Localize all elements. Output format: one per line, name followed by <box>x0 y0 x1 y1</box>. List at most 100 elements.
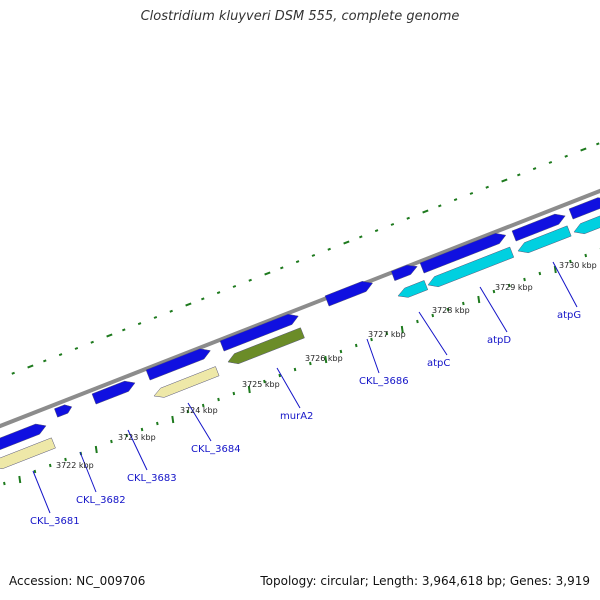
scale-tick <box>201 297 205 301</box>
gene-arrow <box>397 280 429 298</box>
kbp-label: 3723 kbp <box>118 433 156 442</box>
accession-text: Accession: NC_009706 <box>9 574 146 588</box>
label-leader <box>366 338 380 374</box>
scale-tick <box>324 355 328 364</box>
scale-tick <box>477 295 481 304</box>
scale-tick <box>74 346 79 350</box>
scale-tick <box>94 445 98 454</box>
gene-label: murA2 <box>280 411 313 422</box>
scale-tick <box>232 391 236 396</box>
scale-tick <box>485 185 489 189</box>
scale-tick <box>58 353 63 357</box>
scale-tick <box>354 343 358 348</box>
kbp-label: 3725 kbp <box>242 380 280 389</box>
feature-track <box>0 197 600 470</box>
gene-arrow <box>517 225 572 254</box>
scale-tick <box>596 142 600 146</box>
scale-tick <box>264 271 271 276</box>
gene-label: atpG <box>557 310 581 321</box>
genome-summary-text: Topology: circular; Length: 3,964,618 bp… <box>260 574 590 588</box>
scale-tick <box>11 371 15 375</box>
scale-tick <box>507 283 511 288</box>
gene-arrow <box>511 213 566 242</box>
kbp-label: 3729 kbp <box>495 283 533 292</box>
kbp-label: 3728 kbp <box>432 306 470 315</box>
scale-tick <box>400 325 404 334</box>
scale-tick <box>580 147 587 152</box>
scale-tick <box>153 315 158 319</box>
gene-label: CKL_3681 <box>30 516 80 527</box>
scale-tick <box>106 333 113 338</box>
gene-arrow <box>219 313 299 352</box>
scale-tick <box>201 403 205 408</box>
label-leader <box>79 451 97 493</box>
scale-tick <box>278 373 282 378</box>
scale-tick <box>517 173 521 177</box>
scale-tick <box>538 271 542 276</box>
scale-tick <box>523 277 526 282</box>
scale-tick <box>43 359 47 363</box>
gene-arrow <box>419 233 507 274</box>
scale-tick <box>110 439 113 444</box>
scale-tick <box>569 259 572 264</box>
scale-tick <box>438 204 442 208</box>
scale-tick <box>232 284 237 288</box>
kbp-label: 3722 kbp <box>56 461 94 470</box>
scale-tick <box>309 361 312 366</box>
scale-tick <box>548 160 553 164</box>
map-title: Clostridium kluyveri DSM 555, complete g… <box>140 9 460 24</box>
scale-tick <box>293 367 297 372</box>
scale-tick <box>156 421 159 426</box>
gene-label: CKL_3684 <box>191 444 241 455</box>
scale-tick <box>370 337 373 342</box>
scale-tick <box>327 247 331 251</box>
scale-tick <box>140 427 144 432</box>
gene-arrow <box>145 348 211 381</box>
scale-tick <box>416 319 419 324</box>
gene-arrow <box>227 327 305 365</box>
scale-tick <box>186 409 190 414</box>
gene-arrow <box>427 246 515 288</box>
genome-backbone <box>0 188 600 429</box>
gene-arrow <box>91 380 136 405</box>
scale-tick <box>122 328 126 332</box>
gene-arrow <box>324 281 374 307</box>
label-leader <box>127 429 148 471</box>
gene-arrow <box>0 423 47 451</box>
scale-tick <box>422 209 429 214</box>
scale-tick <box>3 481 6 486</box>
scale-tick <box>248 278 252 282</box>
scale-tick <box>33 469 37 474</box>
scale-tick <box>18 475 22 484</box>
scale-tick <box>390 222 395 226</box>
scale-tick <box>27 364 34 369</box>
scale-tick <box>406 216 410 220</box>
scale-tick <box>48 463 52 468</box>
scale-tick <box>216 291 221 295</box>
label-leader <box>418 311 448 356</box>
scale-tick <box>553 265 557 274</box>
scale-tick <box>431 313 435 318</box>
gene-arrow <box>0 437 56 470</box>
scale-tick <box>64 457 67 462</box>
gene-arrow <box>54 404 73 418</box>
scale-tick <box>469 191 474 195</box>
scale-tick <box>492 289 496 294</box>
scale-tick <box>584 253 588 258</box>
scale-tick <box>385 331 389 336</box>
outer-tick-dots <box>11 142 600 375</box>
kbp-labels: 3722 kbp 3723 kbp 3724 kbp 3725 kbp 3726 kbp… <box>56 261 597 470</box>
scale-tick <box>343 240 350 245</box>
label-leader <box>479 286 508 333</box>
scale-tick <box>453 198 458 202</box>
kbp-label: 3730 kbp <box>559 261 597 270</box>
scale-tick <box>171 415 175 424</box>
gene-arrow <box>568 197 600 220</box>
label-leaders <box>32 261 578 514</box>
kbp-label: 3727 kbp <box>368 330 406 339</box>
kbp-label: 3726 kbp <box>305 354 343 363</box>
scale-tick <box>280 266 284 270</box>
label-leader <box>32 470 51 514</box>
scale-tick <box>374 229 379 233</box>
